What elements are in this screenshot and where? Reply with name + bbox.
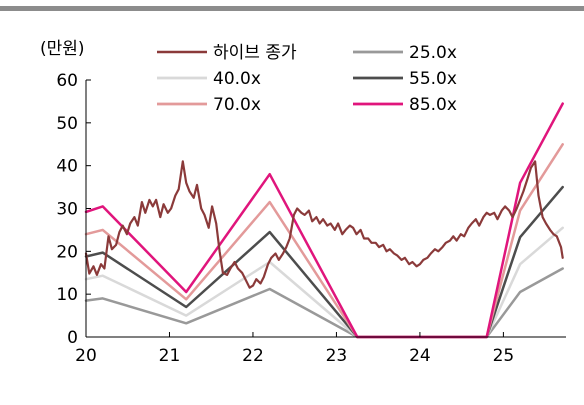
series-line-55-0x [84,185,564,339]
series-layer [84,102,564,339]
y-tick-label: 10 [56,285,78,305]
legend-label: 70.0x [213,95,261,115]
x-tick-label: 21 [159,346,181,366]
x-tick-label: 20 [75,346,97,366]
x-tick-label: 25 [493,346,515,366]
series-line-40-0x [84,226,564,339]
legend-label: 40.0x [213,69,261,89]
y-axis-ticks: 0 10 20 30 40 50 60 [56,71,91,348]
series-line-85-0x [84,102,564,339]
legend-label: 하이브 종가 [213,43,297,63]
y-axis-unit-label: (만원) [40,39,85,59]
y-tick-label: 30 [56,200,78,220]
top-rule [0,6,584,11]
y-tick-label: 0 [67,328,78,348]
y-tick-label: 50 [56,114,78,134]
x-axis-ticks: 20 21 22 23 24 25 [75,332,514,366]
legend-label: 85.0x [409,95,457,115]
y-tick-label: 40 [56,157,78,177]
legend: 하이브 종가 25.0x 40.0x 55.0x 70.0x 85.0x [157,43,457,115]
x-tick-label: 24 [409,346,431,366]
legend-label: 55.0x [409,69,457,89]
series-line-price [84,160,564,289]
legend-label: 25.0x [409,43,457,63]
series-line-25-0x [84,267,564,339]
x-tick-label: 23 [326,346,348,366]
y-tick-label: 60 [56,71,78,91]
x-tick-label: 22 [242,346,264,366]
y-tick-label: 20 [56,242,78,262]
